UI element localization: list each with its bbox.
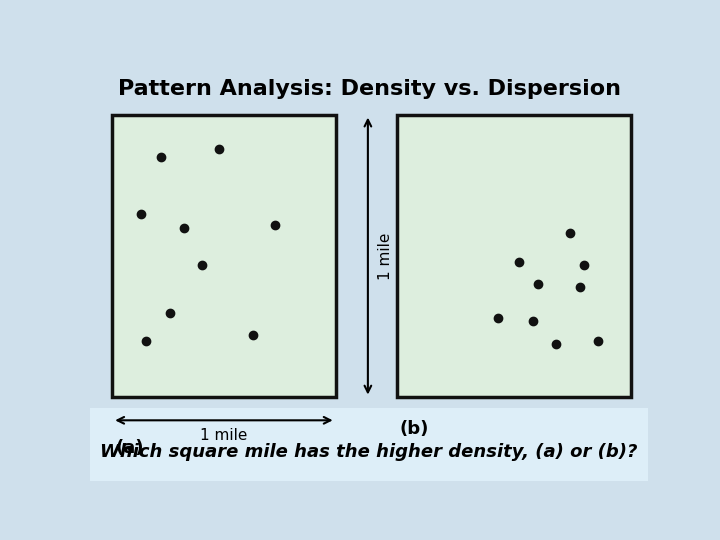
Bar — [112, 114, 336, 397]
Text: 1 mile: 1 mile — [200, 428, 248, 443]
Text: 1 mile: 1 mile — [378, 232, 393, 280]
Text: (b): (b) — [400, 420, 429, 438]
Text: Which square mile has the higher density, (a) or (b)?: Which square mile has the higher density… — [100, 443, 638, 461]
Bar — [90, 408, 648, 481]
Bar — [397, 114, 631, 397]
Text: (a): (a) — [115, 439, 143, 457]
Text: Pattern Analysis: Density vs. Dispersion: Pattern Analysis: Density vs. Dispersion — [117, 79, 621, 99]
